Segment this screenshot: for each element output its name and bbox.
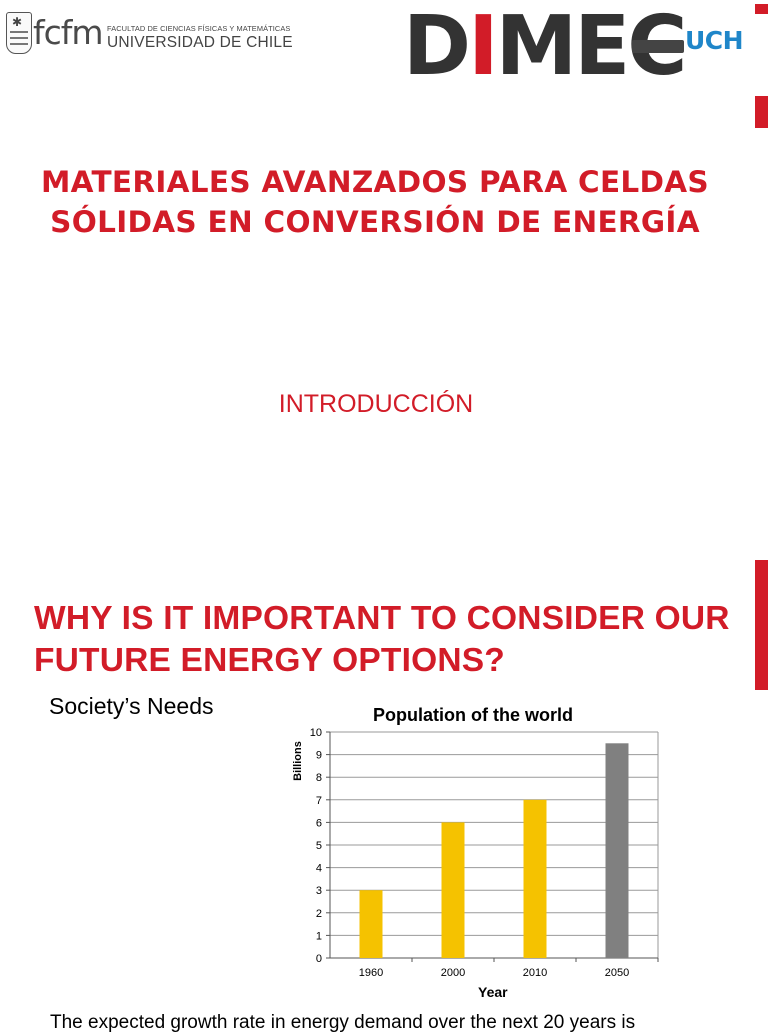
slide-subtitle: INTRODUCCIÓN <box>278 390 474 418</box>
faculty-name: FACULTAD DE CIENCIAS FÍSICAS Y MATEMÁTIC… <box>107 24 291 33</box>
dimec-letter-i: I <box>468 0 498 94</box>
y-tick-label: 5 <box>316 840 322 852</box>
slide-heading: WHY IS IT IMPORTANT TO CONSIDER OUR FUTU… <box>34 600 730 679</box>
x-tick-label: 1960 <box>359 967 383 979</box>
y-tick-label: 10 <box>310 727 322 739</box>
y-tick-label: 9 <box>316 750 322 762</box>
fcfm-logo: fcfm <box>33 13 104 52</box>
bar-2050 <box>605 743 629 958</box>
body-text: The expected growth rate in energy deman… <box>50 1012 636 1033</box>
university-name: UNIVERSIDAD DE CHILE <box>107 34 293 51</box>
y-tick-label: 3 <box>316 885 322 897</box>
dimec-letter-d: D <box>403 0 471 94</box>
chart-title: Population of the world <box>373 705 573 725</box>
bar-2000 <box>441 822 465 958</box>
y-tick-label: 4 <box>316 863 322 875</box>
side-accent-bar-1 <box>755 96 768 128</box>
section-label: Society’s Needs <box>49 693 214 719</box>
x-tick-label: 2010 <box>523 967 547 979</box>
side-accent-bar-2 <box>755 560 768 690</box>
chart-plot: 0 1 2 3 4 5 6 7 8 9 10 1960 2000 2010 2050 <box>310 727 659 979</box>
university-crest-icon: ✱ <box>6 12 32 54</box>
y-tick-label: 0 <box>316 953 322 965</box>
top-strip <box>0 0 768 4</box>
x-tick-label: 2000 <box>441 967 465 979</box>
y-tick-label: 6 <box>316 817 322 829</box>
plug-icon <box>632 40 684 53</box>
y-tick-label: 7 <box>316 795 322 807</box>
dimec-suffix: UCH <box>685 26 744 55</box>
bar-2010 <box>523 799 547 958</box>
y-tick-label: 1 <box>316 930 322 942</box>
x-tick-label: 2050 <box>605 967 629 979</box>
side-accent-bar-0 <box>755 4 768 14</box>
x-axis-label: Year <box>478 984 508 1000</box>
slide-title: MATERIALES AVANZADOS PARA CELDAS SÓLIDAS… <box>41 165 709 239</box>
bar-1960 <box>359 890 383 958</box>
y-tick-label: 2 <box>316 908 322 920</box>
y-tick-label: 8 <box>316 772 322 784</box>
